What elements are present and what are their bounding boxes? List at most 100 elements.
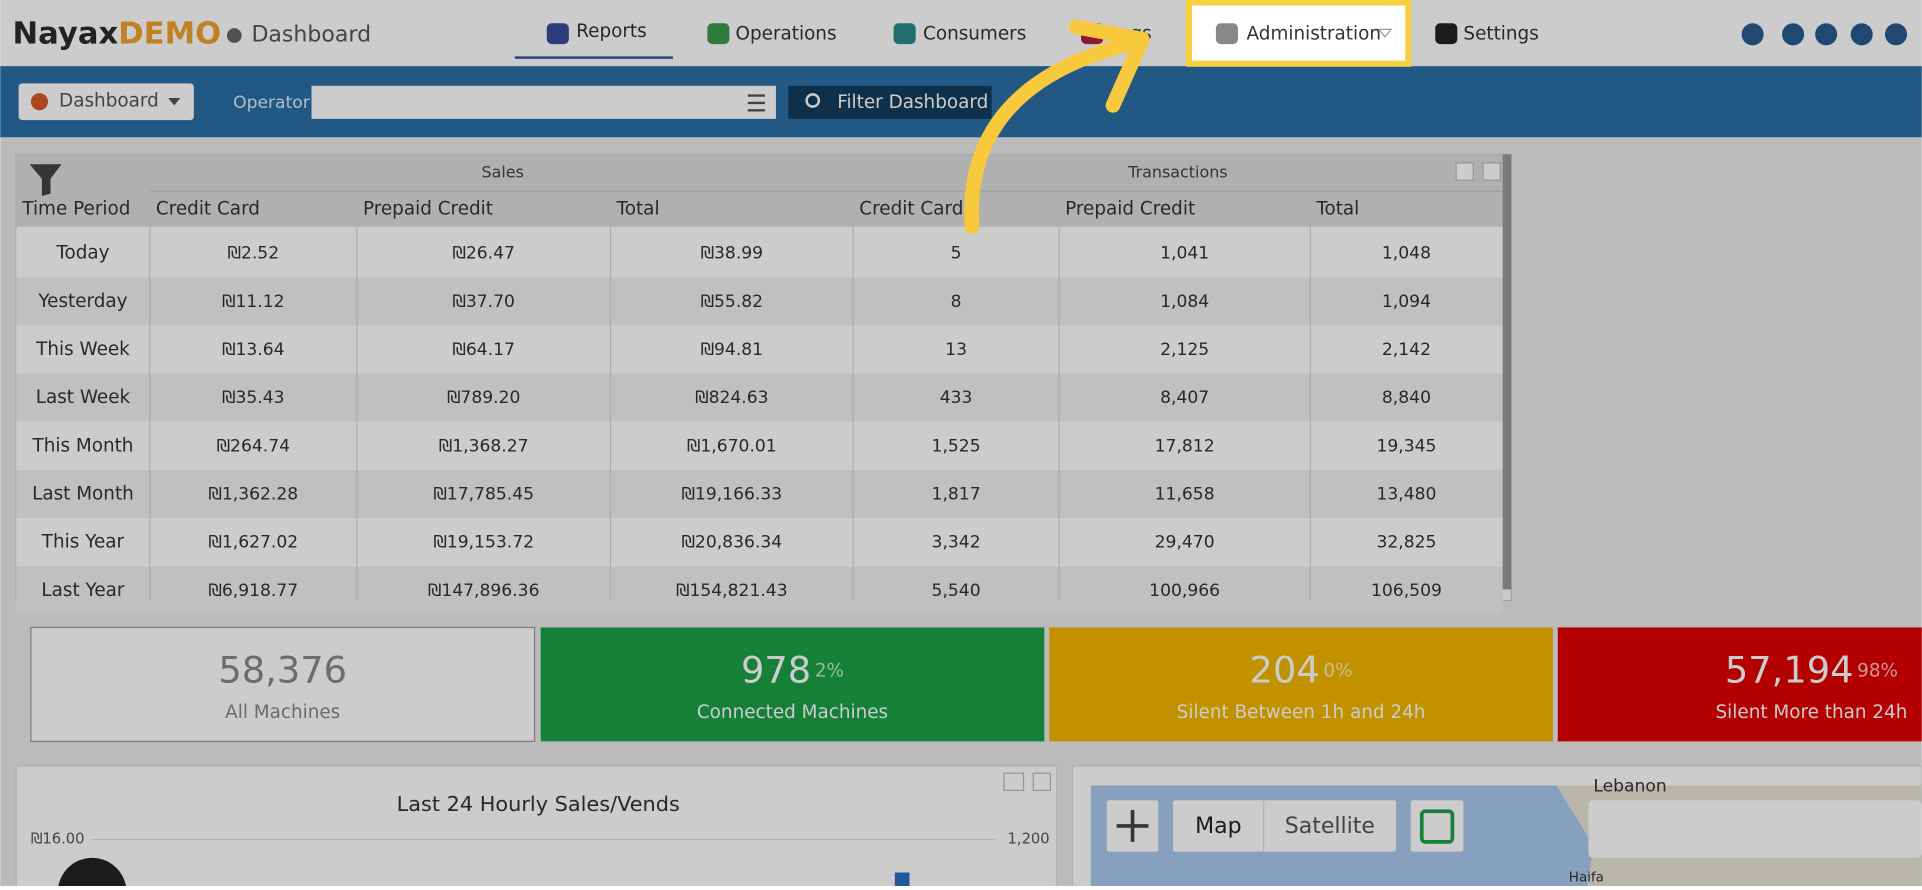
table-row [16, 373, 1503, 422]
dashboard-caret [168, 98, 181, 106]
map-button[interactable]: Satellite [1285, 814, 1375, 839]
map-label: Haifa [1569, 869, 1604, 885]
table-row [16, 277, 1503, 326]
table-cell: ₪55.82 [701, 292, 764, 312]
page-name: Dashboard [251, 23, 371, 48]
column-header: Credit Card [859, 199, 963, 220]
map-label: Lebanon [1593, 777, 1666, 797]
table-cell: ₪264.74 [217, 436, 290, 456]
table-cell: ₪11.12 [222, 292, 285, 312]
table-cell: Last Week [36, 387, 131, 408]
table-cell: ₪38.99 [701, 244, 764, 264]
table-cell: 2,142 [1382, 340, 1431, 360]
status-count: 204 [1250, 648, 1320, 691]
status-card[interactable] [1049, 627, 1553, 742]
table-row [16, 469, 1503, 519]
filter-icon [29, 164, 62, 197]
status-count: 58,376 [218, 648, 347, 691]
table-cell: This Week [35, 339, 130, 360]
status-card[interactable] [1557, 627, 1922, 742]
table-cell: 1,084 [1160, 292, 1209, 312]
table-cell: ₪26.47 [452, 244, 515, 264]
axis-label: ₪16.00 [31, 830, 85, 847]
table-cell: 29,470 [1155, 533, 1215, 553]
table-cell: ₪35.43 [222, 388, 285, 408]
nav-underline [514, 56, 674, 59]
table-cell: ₪824.63 [695, 388, 768, 408]
search-icon [805, 93, 821, 108]
map-search-box[interactable] [1588, 800, 1922, 858]
table-row [16, 229, 1503, 278]
map-type-toggle[interactable] [1173, 800, 1397, 852]
dashboard-button-label: Dashboard [59, 91, 159, 112]
table-cell: Yesterday [37, 291, 127, 312]
nav-item[interactable]: Reports [576, 21, 647, 42]
toolbar-icon[interactable] [1815, 23, 1838, 46]
status-percent: 98% [1857, 661, 1898, 682]
map-button[interactable]: Map [1195, 814, 1242, 839]
column-header: Credit Card [156, 199, 260, 220]
table-cell: 8,840 [1382, 388, 1431, 408]
chart-panel [15, 765, 1058, 890]
table-cell: ₪19,166.33 [681, 484, 782, 504]
nav-icon [546, 23, 569, 45]
logo: NayaxDEMO [13, 16, 222, 51]
chart-title: Last 24 Hourly Sales/Vends [397, 792, 680, 816]
chart-bar [894, 872, 910, 886]
save-icon [1419, 809, 1455, 844]
status-card[interactable] [540, 627, 1045, 742]
table-cell: 100,966 [1149, 581, 1220, 601]
nav-icon [1215, 23, 1238, 45]
table-cell: 433 [940, 388, 973, 408]
toolbar-icon[interactable] [1884, 23, 1908, 46]
table-cell: 5 [951, 244, 962, 264]
table-cell: ₪20,836.34 [681, 533, 782, 553]
operator-input[interactable] [311, 85, 776, 119]
table-cell: 8,407 [1160, 388, 1209, 408]
scrollbar [1502, 154, 1512, 590]
column-header: Prepaid Credit [1065, 199, 1195, 220]
table-cell: Today [55, 243, 109, 264]
table-cell: ₪147,896.36 [428, 581, 540, 601]
list-icon [747, 94, 765, 112]
status-value: 2040% [1250, 648, 1353, 691]
nav-icon [1435, 23, 1458, 45]
nav-item[interactable]: Administration [1247, 23, 1381, 44]
table-cell: 2,125 [1160, 340, 1209, 360]
chart-tool[interactable] [1003, 772, 1025, 792]
nav-item[interactable]: Settings [1463, 23, 1538, 44]
table-cell: This Year [41, 532, 125, 553]
status-label: Connected Machines [697, 702, 888, 723]
status-card[interactable] [30, 626, 536, 743]
status-label: Silent Between 1h and 24h [1177, 702, 1426, 723]
group-header: Transactions [1127, 162, 1227, 181]
table-cell: ₪1,627.02 [208, 533, 298, 553]
table-cell: ₪17,785.45 [433, 484, 534, 504]
status-percent: 0% [1323, 661, 1352, 682]
dashboard-button[interactable] [18, 83, 194, 121]
table-cell: ₪154,821.43 [676, 581, 788, 601]
filter-button-label: Filter Dashboard [837, 92, 988, 113]
table-tool[interactable] [1455, 162, 1474, 181]
column-header: Time Period [21, 199, 130, 220]
table-tool[interactable] [1482, 162, 1501, 181]
status-count: 978 [741, 648, 811, 691]
table-cell: 13 [945, 340, 967, 360]
logo-suffix: DEMO [118, 16, 221, 51]
filter-button[interactable] [788, 85, 992, 119]
table-cell: 1,048 [1382, 244, 1431, 264]
status-value: 57,19498% [1725, 648, 1898, 691]
toolbar-icon[interactable] [1782, 23, 1805, 46]
toolbar-icon[interactable] [1741, 23, 1764, 46]
table-cell: 19,345 [1376, 436, 1436, 456]
status-label: All Machines [225, 702, 340, 723]
table-cell: 1,094 [1382, 292, 1431, 312]
nav-item[interactable]: Operations [736, 23, 837, 44]
table-cell: ₪1,670.01 [687, 436, 777, 456]
toolbar-icon[interactable] [1850, 23, 1873, 46]
chart-tool[interactable] [1032, 772, 1052, 792]
nav-item[interactable]: Consumers [923, 23, 1026, 44]
table-row [16, 325, 1503, 374]
